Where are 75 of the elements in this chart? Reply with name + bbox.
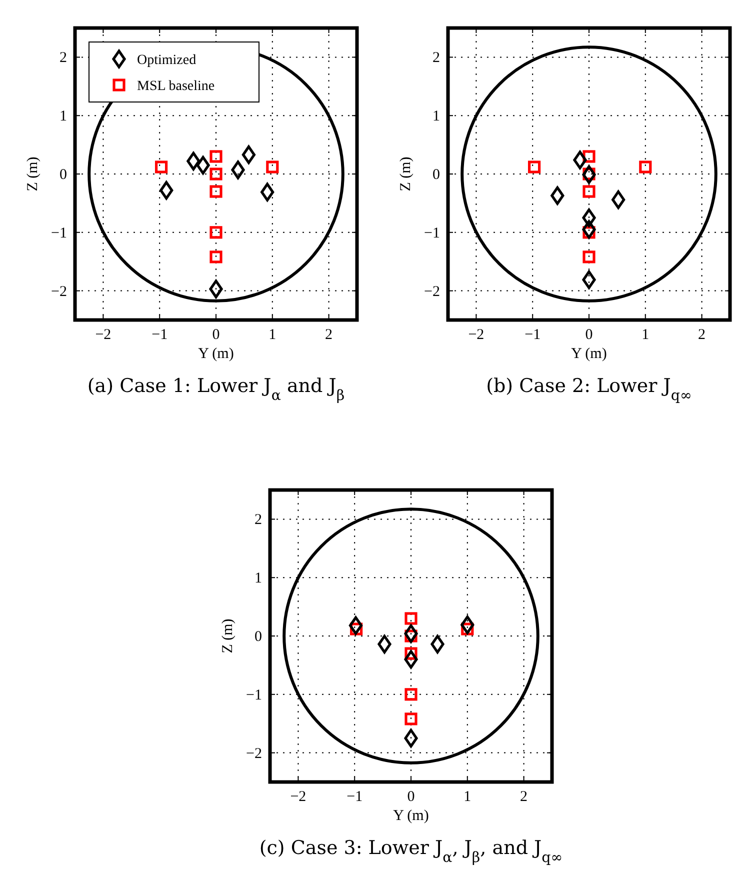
legend-label: MSL baseline <box>137 79 215 94</box>
y-tick-label: 1 <box>60 108 67 125</box>
x-tick-label: −1 <box>524 327 541 343</box>
point <box>528 160 541 174</box>
x-tick-label: 2 <box>698 327 706 343</box>
point <box>404 650 418 669</box>
point <box>430 634 444 654</box>
point <box>209 280 223 298</box>
x-tick-label: 0 <box>407 789 415 805</box>
y-tick-label: 2 <box>432 50 440 66</box>
y-tick-label: 0 <box>432 167 440 183</box>
point <box>154 160 168 174</box>
x-tick-label: 0 <box>585 327 593 343</box>
point <box>404 612 418 625</box>
point <box>404 728 418 748</box>
x-tick-label: −1 <box>152 327 168 343</box>
point <box>582 250 596 264</box>
y-tick-label: 0 <box>254 629 262 645</box>
x-tick-label: −2 <box>290 789 306 805</box>
x-tick-label: 2 <box>325 327 333 343</box>
x-axis-title: Y (m) <box>198 346 234 362</box>
point <box>612 190 626 209</box>
x-axis-title: Y (m) <box>393 808 429 824</box>
x-tick-label: −2 <box>95 327 112 343</box>
point <box>242 145 256 164</box>
point <box>582 220 596 239</box>
text: (b) Case 2: Lower J$_{q∞}$ <box>486 375 692 404</box>
y-axis-title: Z (m) <box>25 156 41 192</box>
point <box>196 156 210 175</box>
text: (c) Case 3: Lower J$_{α}$, J$_{β}$, and J$_{q∞}$ <box>259 837 563 866</box>
point <box>404 624 418 643</box>
x-tick-label: 2 <box>520 789 528 805</box>
x-tick-label: 1 <box>642 327 650 343</box>
point <box>582 165 596 184</box>
point <box>582 270 596 290</box>
point <box>231 160 245 180</box>
point <box>573 150 587 170</box>
point <box>404 688 418 701</box>
legend-label: Optimized <box>137 53 196 68</box>
y-tick-label: 1 <box>432 108 440 125</box>
y-axis-title: Z (m) <box>398 156 414 192</box>
x-tick-label: 1 <box>464 789 472 805</box>
point <box>266 160 279 174</box>
point <box>186 152 200 170</box>
text: (a) Case 1: Lower J$_{α}$ and J$_{β}$ <box>87 375 345 404</box>
point <box>460 616 474 634</box>
x-tick-label: 1 <box>268 327 276 343</box>
point <box>582 185 596 198</box>
y-tick-label: −1 <box>51 225 67 242</box>
x-tick-label: −1 <box>346 789 363 805</box>
point <box>260 182 274 202</box>
y-tick-label: −2 <box>424 284 440 300</box>
x-axis-title: Y (m) <box>571 346 607 362</box>
point <box>378 634 392 654</box>
point <box>210 150 222 163</box>
point <box>160 181 174 200</box>
y-tick-label: 2 <box>60 50 67 66</box>
point <box>550 186 564 205</box>
point <box>582 208 596 228</box>
point <box>210 250 222 264</box>
point <box>404 712 418 726</box>
x-tick-label: 0 <box>212 327 220 343</box>
y-tick-label: 0 <box>60 167 67 183</box>
point <box>348 616 363 635</box>
y-tick-label: −2 <box>246 746 262 762</box>
point <box>210 185 222 198</box>
y-axis-title: Z (m) <box>220 618 236 654</box>
y-tick-label: −2 <box>51 284 67 300</box>
y-tick-label: −1 <box>424 225 440 242</box>
y-tick-label: −1 <box>246 687 262 704</box>
point <box>639 160 652 174</box>
x-tick-label: −2 <box>468 327 484 343</box>
point <box>210 226 222 239</box>
y-tick-label: 2 <box>254 512 262 528</box>
y-tick-label: 1 <box>254 570 262 587</box>
